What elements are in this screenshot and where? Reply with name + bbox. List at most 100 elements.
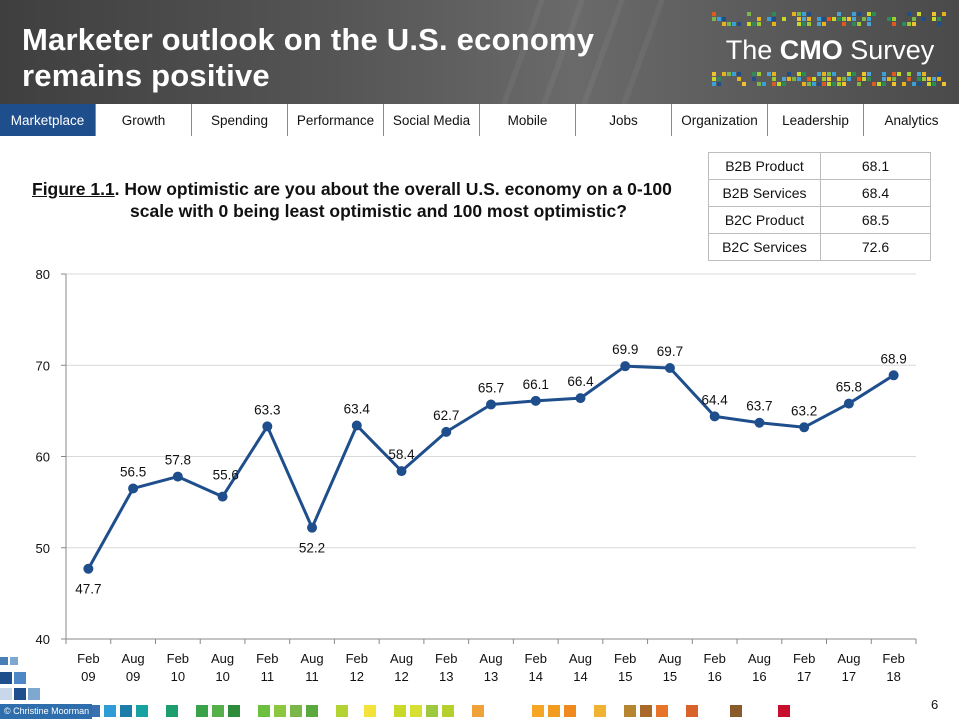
logo-pixel: [772, 17, 776, 21]
logo-pixel: [732, 72, 736, 76]
x-tick-label-month: Feb: [77, 651, 99, 666]
logo-pixel: [732, 22, 736, 26]
logo-pixel: [852, 17, 856, 21]
logo-pixel: [892, 72, 896, 76]
logo-pixel: [712, 72, 716, 76]
optimism-line-chart: 40 50 60 70 80 Feb 09 Aug 09 Feb 10 Aug 10 Feb 11 Aug 11…: [36, 267, 917, 684]
figure-question-line1: . How optimistic are you about the overa…: [114, 179, 672, 199]
logo-pixel: [852, 12, 856, 16]
x-tick-label-year: 18: [886, 669, 900, 684]
logo-pixel: [772, 72, 776, 76]
logo-pixel: [937, 17, 941, 21]
x-tick-label-year: 11: [261, 669, 275, 684]
data-label: 52.2: [299, 541, 325, 556]
x-tick-label-year: 12: [350, 669, 364, 684]
logo-pixel: [752, 72, 756, 76]
data-label: 65.8: [836, 380, 862, 395]
logo-pixel: [837, 17, 841, 21]
footer-color-square: [14, 688, 26, 700]
logo-pixel: [817, 82, 821, 86]
x-tick-label-month: Aug: [211, 651, 234, 666]
footer-color-square: [640, 705, 652, 717]
data-point: [172, 471, 183, 482]
data-point: [799, 422, 810, 433]
x-tick-label-month: Aug: [569, 651, 592, 666]
series-line: [87, 364, 895, 570]
logo-pixel: [792, 77, 796, 81]
logo-pixel: [887, 77, 891, 81]
tab-spending[interactable]: Spending: [191, 104, 287, 136]
tab-leadership[interactable]: Leadership: [767, 104, 863, 136]
logo-pixel: [757, 17, 761, 21]
logo-pixel: [897, 72, 901, 76]
summary-value: 72.6: [820, 233, 931, 261]
x-tick-label-year: 10: [171, 669, 185, 684]
logo-pixel: [802, 12, 806, 16]
tab-growth[interactable]: Growth: [95, 104, 191, 136]
logo-pixel: [912, 82, 916, 86]
logo-pixel: [797, 72, 801, 76]
footer-color-square: [258, 705, 270, 717]
footer-color-square: [532, 705, 544, 717]
logo-pixel: [882, 72, 886, 76]
logo-pixel: [917, 82, 921, 86]
tab-marketplace[interactable]: Marketplace: [0, 104, 95, 136]
logo-pixel: [827, 17, 831, 21]
x-tick-label-year: 12: [394, 669, 408, 684]
footer-color-square: [212, 705, 224, 717]
logo-pixel: [922, 77, 926, 81]
tab-mobile[interactable]: Mobile: [479, 104, 575, 136]
footer-color-square: [104, 705, 116, 717]
logo-pixel: [882, 77, 886, 81]
data-label: 62.7: [433, 408, 459, 423]
x-tick-label-year: 17: [797, 669, 811, 684]
logo-pixel: [942, 82, 946, 86]
data-point: [888, 370, 899, 381]
footer-color-square: [686, 705, 698, 717]
logo-pixel: [827, 82, 831, 86]
logo-pixel: [772, 12, 776, 16]
logo-pixel: [807, 77, 811, 81]
logo-pixel: [787, 72, 791, 76]
footer-color-square: [0, 672, 12, 684]
logo-pixel: [912, 22, 916, 26]
data-point: [575, 393, 586, 404]
data-point: [217, 491, 228, 502]
tab-organization[interactable]: Organization: [671, 104, 767, 136]
logo-pixel: [717, 17, 721, 21]
tab-jobs[interactable]: Jobs: [575, 104, 671, 136]
footer-color-square: [290, 705, 302, 717]
logo-pixel: [712, 17, 716, 21]
data-label: 56.5: [120, 464, 146, 479]
data-point: [262, 421, 273, 432]
x-tick-label-year: 15: [618, 669, 632, 684]
tab-performance[interactable]: Performance: [287, 104, 383, 136]
tab-social-media[interactable]: Social Media: [383, 104, 479, 136]
data-label: 57.8: [165, 453, 191, 468]
x-tick-label-year: 14: [529, 669, 543, 684]
footer-color-square: [624, 705, 636, 717]
logo-pixel: [757, 22, 761, 26]
x-tick-label-year: 13: [439, 669, 453, 684]
data-point: [843, 398, 854, 409]
tab-analytics[interactable]: Analytics: [863, 104, 959, 136]
logo-pixel: [902, 82, 906, 86]
logo-pixel: [712, 12, 716, 16]
data-label: 47.7: [75, 582, 101, 597]
logo-pixel: [712, 82, 716, 86]
logo-pixel: [857, 82, 861, 86]
logo-pixel: [822, 17, 826, 21]
summary-row: B2C Product 68.5: [708, 206, 931, 234]
header-banner: Marketer outlook on the U.S. economy rem…: [0, 0, 959, 104]
logo-text: The CMO Survey: [725, 35, 935, 65]
cmo-survey-logo: The CMO Survey: [712, 8, 948, 98]
summary-row: B2B Services 68.4: [708, 179, 931, 207]
x-tick-label-month: Feb: [435, 651, 457, 666]
footer-color-square: [336, 705, 348, 717]
footer-color-square: [564, 705, 576, 717]
summary-segment: B2B Services: [708, 179, 821, 207]
x-tick-label-year: 16: [752, 669, 766, 684]
logo-pixel: [907, 72, 911, 76]
logo-pixel: [877, 82, 881, 86]
figure-question-line2: scale with 0 being least optimistic and …: [130, 201, 627, 221]
